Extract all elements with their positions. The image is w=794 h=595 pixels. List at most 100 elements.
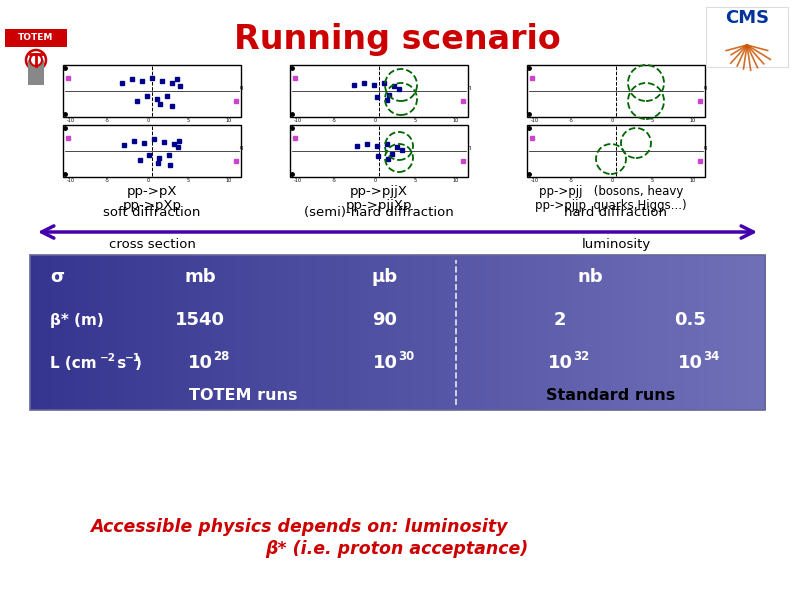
Bar bbox=[482, 255, 487, 410]
Text: CMS: CMS bbox=[725, 9, 769, 27]
Bar bbox=[696, 255, 700, 410]
Bar bbox=[82, 255, 86, 410]
Bar bbox=[743, 255, 748, 410]
Bar bbox=[534, 255, 538, 410]
Bar bbox=[162, 255, 167, 410]
Bar bbox=[611, 255, 615, 410]
Bar bbox=[353, 255, 358, 410]
Bar bbox=[173, 255, 178, 410]
Bar bbox=[114, 255, 119, 410]
Text: pp->pXp: pp->pXp bbox=[122, 199, 182, 212]
Bar bbox=[445, 255, 450, 410]
Bar bbox=[63, 255, 67, 410]
Bar bbox=[291, 255, 295, 410]
Bar bbox=[527, 125, 705, 177]
Bar bbox=[507, 255, 512, 410]
Text: (semi)-hard diffraction: (semi)-hard diffraction bbox=[304, 206, 454, 219]
Bar bbox=[666, 255, 670, 410]
Bar bbox=[177, 255, 182, 410]
Text: Running scenario: Running scenario bbox=[233, 23, 561, 56]
Bar bbox=[276, 255, 281, 410]
Bar bbox=[85, 255, 90, 410]
Bar bbox=[405, 255, 410, 410]
Bar bbox=[567, 255, 571, 410]
Bar bbox=[313, 255, 318, 410]
Text: η: η bbox=[704, 85, 707, 90]
Bar bbox=[283, 255, 288, 410]
Bar bbox=[199, 255, 204, 410]
Bar bbox=[552, 255, 557, 410]
Bar bbox=[137, 255, 141, 410]
Bar bbox=[538, 255, 542, 410]
Bar bbox=[129, 255, 134, 410]
Bar bbox=[717, 255, 722, 410]
Text: -10: -10 bbox=[67, 178, 75, 183]
Bar bbox=[427, 255, 432, 410]
Bar bbox=[41, 255, 46, 410]
Bar bbox=[188, 255, 193, 410]
Bar bbox=[92, 255, 97, 410]
Text: pp->pjjXp: pp->pjjXp bbox=[345, 199, 412, 212]
Bar bbox=[357, 255, 362, 410]
Bar bbox=[100, 255, 105, 410]
Bar bbox=[331, 255, 336, 410]
Bar bbox=[269, 255, 274, 410]
Bar bbox=[148, 255, 152, 410]
Text: 90: 90 bbox=[372, 311, 398, 329]
Bar bbox=[218, 255, 222, 410]
Bar bbox=[202, 255, 207, 410]
Bar bbox=[692, 255, 696, 410]
Bar bbox=[710, 255, 715, 410]
Bar bbox=[626, 255, 630, 410]
Bar bbox=[299, 255, 303, 410]
Bar bbox=[111, 255, 115, 410]
Bar bbox=[184, 255, 189, 410]
Bar bbox=[170, 255, 175, 410]
Bar bbox=[272, 255, 277, 410]
Bar bbox=[746, 255, 751, 410]
Bar bbox=[368, 255, 372, 410]
Text: μb: μb bbox=[372, 268, 398, 286]
Bar bbox=[181, 255, 185, 410]
Bar bbox=[581, 255, 586, 410]
Bar bbox=[349, 255, 354, 410]
Text: -5: -5 bbox=[332, 178, 337, 183]
Text: 0: 0 bbox=[373, 118, 376, 123]
Bar bbox=[324, 255, 329, 410]
Bar bbox=[416, 255, 421, 410]
Bar bbox=[647, 255, 652, 410]
Text: 10: 10 bbox=[372, 354, 398, 372]
Bar bbox=[489, 255, 494, 410]
Text: 34: 34 bbox=[703, 349, 719, 362]
Bar bbox=[379, 255, 384, 410]
Bar bbox=[5, 29, 67, 47]
Bar bbox=[74, 255, 79, 410]
Bar bbox=[761, 255, 766, 410]
Text: cross section: cross section bbox=[109, 238, 195, 251]
Bar bbox=[757, 255, 762, 410]
Bar bbox=[706, 255, 711, 410]
Bar bbox=[28, 60, 44, 85]
Bar bbox=[471, 255, 476, 410]
Text: η: η bbox=[467, 145, 471, 150]
Bar bbox=[574, 255, 579, 410]
Bar bbox=[714, 255, 719, 410]
Bar bbox=[121, 255, 126, 410]
Bar bbox=[423, 255, 428, 410]
Bar bbox=[191, 255, 196, 410]
Bar bbox=[247, 255, 252, 410]
Bar bbox=[320, 255, 325, 410]
Bar bbox=[60, 255, 64, 410]
Text: -5: -5 bbox=[105, 118, 110, 123]
Text: β* (i.e. proton acceptance): β* (i.e. proton acceptance) bbox=[265, 540, 529, 558]
Text: 10: 10 bbox=[453, 118, 459, 123]
Bar bbox=[518, 255, 523, 410]
Bar bbox=[306, 255, 310, 410]
Text: TOTEM: TOTEM bbox=[18, 33, 54, 42]
Bar bbox=[754, 255, 758, 410]
Text: Standard runs: Standard runs bbox=[546, 387, 675, 402]
Bar bbox=[206, 255, 211, 410]
Text: L (cm: L (cm bbox=[50, 355, 97, 371]
Bar bbox=[261, 255, 266, 410]
Bar bbox=[302, 255, 306, 410]
